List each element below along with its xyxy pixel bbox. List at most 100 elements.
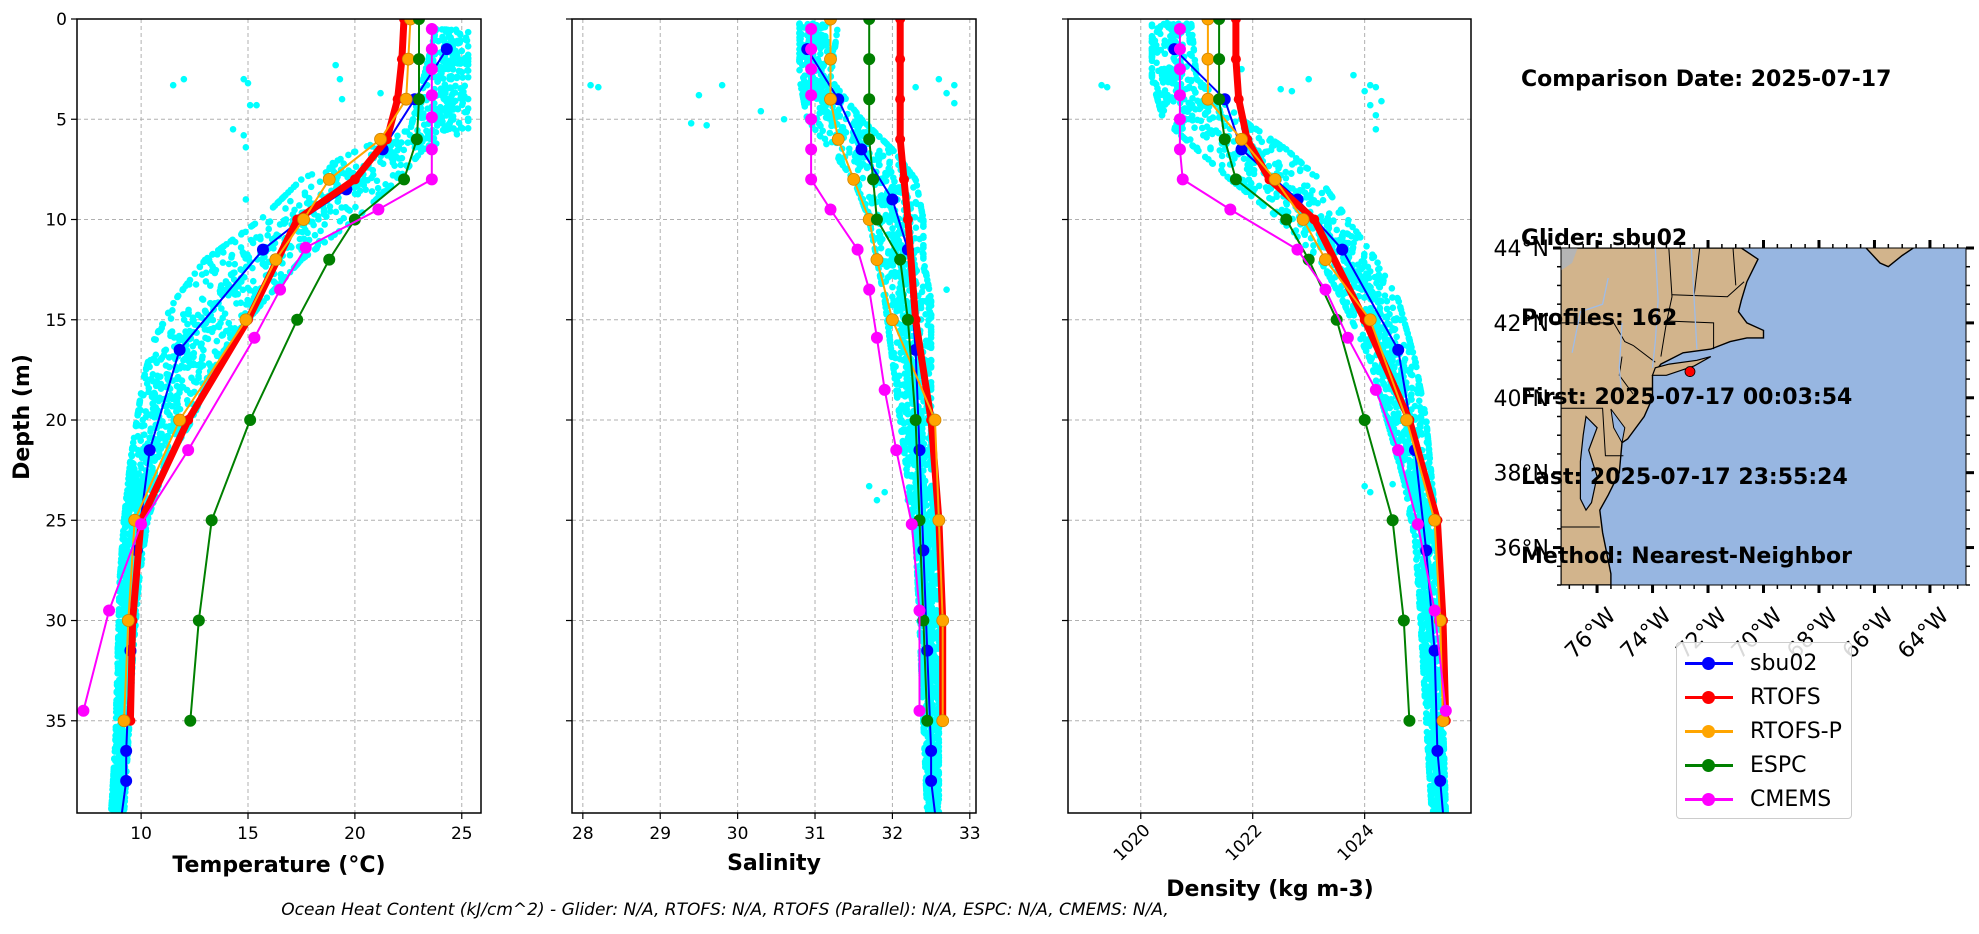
scatter-point [112,714,120,722]
scatter-point [400,146,408,154]
series-marker [805,143,818,156]
scatter-point [159,320,166,328]
scatter-point [168,402,176,410]
scatter-point [158,442,166,450]
scatter-point [307,183,315,191]
scatter-point [931,709,939,717]
scatter-point [377,89,384,97]
scatter-point [1282,174,1290,182]
scatter-point [1191,61,1199,68]
scatter-point [162,403,170,410]
scatter-point [951,81,958,89]
scatter-point [124,541,131,549]
scatter-point [177,383,185,390]
scatter-point [152,336,159,343]
scatter-point [453,50,461,58]
scatter-point [199,353,206,360]
scatter-point [886,160,893,168]
scatter-point [889,231,896,238]
series-marker [120,744,133,757]
scatter-point [221,310,229,317]
scatter-point [929,684,937,691]
scatter-point [464,43,472,50]
series-marker [440,43,453,56]
scatter-point [1148,32,1156,40]
series-marker [413,19,426,25]
scatter-point [452,82,459,90]
scatter-point [880,137,887,145]
y-tick-label: 30 [45,612,67,632]
scatter-point [927,302,935,310]
x-tick-label: 33 [959,824,981,844]
scatter-point [1185,31,1193,38]
scatter-point [887,342,894,349]
scatter-point [189,359,197,367]
scatter-point [821,135,829,143]
scatter-point [453,131,461,138]
scatter-point [891,375,899,382]
scatter-point [884,274,892,281]
series-marker [895,94,906,105]
scatter-point [329,159,337,167]
scatter-point [304,229,311,237]
scatter-point [911,234,919,242]
scatter-point [231,269,238,277]
scatter-point [351,148,359,156]
series-rtofs-p [824,19,950,728]
scatter-point [447,98,455,106]
scatter-point [928,693,936,700]
scatter-point [841,128,848,135]
scatter-point [823,140,830,148]
scatter-point [241,273,248,281]
scatter-point [1157,46,1165,54]
scatter-point [924,575,931,582]
scatter-point [441,57,449,65]
scatter-point [204,335,212,343]
scatter-point [886,332,893,340]
series-marker [895,19,906,24]
scatter-point [927,340,935,347]
series-marker [824,203,837,216]
series-marker [323,253,336,266]
scatter-point [174,293,181,301]
series-marker [425,173,438,186]
scatter-point [110,790,118,797]
scatter-point [162,362,170,369]
series-marker [847,173,861,186]
salinity-panel: 28 29 30 31 32 33 [566,18,981,844]
scatter-point [245,300,253,308]
scatter-point [1230,109,1238,116]
scatter-point [389,172,397,179]
series-cmems [77,23,438,717]
scatter-point [306,199,314,207]
scatter-point [1191,124,1198,131]
scatter-point [228,251,236,259]
series-marker [269,253,283,267]
scatter-point [196,263,204,271]
scatter-point [334,198,342,205]
scatter-point [1168,96,1175,103]
scatter-point [891,268,898,276]
scatter-point [918,688,926,696]
scatter-point [127,485,134,492]
scatter-point [409,117,416,125]
scatter-point [1288,151,1296,158]
scatter-point [235,282,242,290]
series-marker [173,343,186,356]
scatter-point [1265,162,1273,170]
series-marker [372,203,385,216]
scatter-point [199,296,207,303]
scatter-point [173,392,180,400]
series-marker [374,132,387,146]
scatter-point [832,40,839,48]
scatter-point [464,28,472,36]
scatter-point [286,251,294,259]
series-marker [192,614,205,627]
scatter-point [817,50,824,58]
scatter-point [134,432,142,440]
scatter-point [903,465,910,473]
scatter-point [114,664,122,672]
scatter-point [182,282,190,290]
series-marker [413,93,426,106]
series-marker [824,92,837,106]
